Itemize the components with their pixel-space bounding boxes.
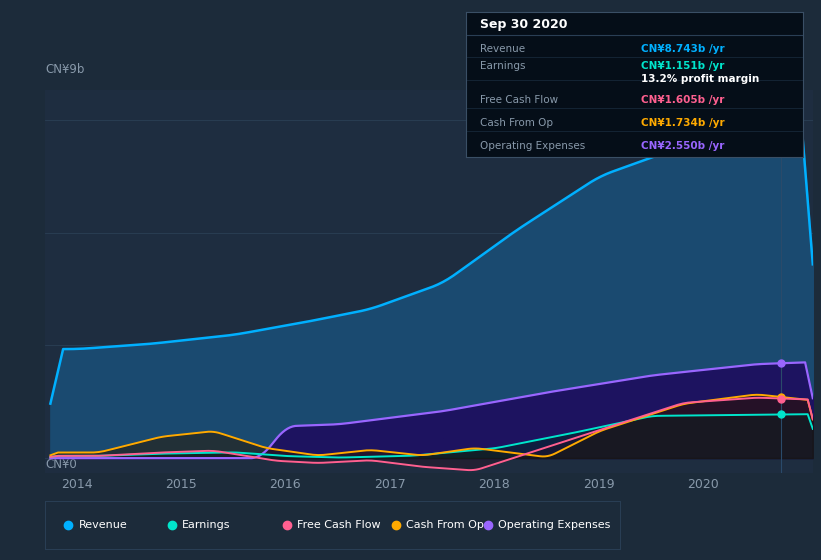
Text: 13.2% profit margin: 13.2% profit margin: [641, 74, 759, 85]
Text: Earnings: Earnings: [182, 520, 231, 530]
Text: Operating Expenses: Operating Expenses: [479, 141, 585, 151]
Text: Revenue: Revenue: [79, 520, 127, 530]
Text: Earnings: Earnings: [479, 62, 525, 72]
Text: CN¥2.550b /yr: CN¥2.550b /yr: [641, 141, 725, 151]
Text: Cash From Op: Cash From Op: [406, 520, 484, 530]
Text: CN¥1.605b /yr: CN¥1.605b /yr: [641, 95, 725, 105]
Text: CN¥9b: CN¥9b: [45, 63, 85, 76]
Text: Free Cash Flow: Free Cash Flow: [297, 520, 380, 530]
Text: Revenue: Revenue: [479, 44, 525, 54]
Text: Operating Expenses: Operating Expenses: [498, 520, 610, 530]
Text: Cash From Op: Cash From Op: [479, 118, 553, 128]
Text: CN¥0: CN¥0: [45, 458, 77, 472]
Text: CN¥8.743b /yr: CN¥8.743b /yr: [641, 44, 725, 54]
Text: Free Cash Flow: Free Cash Flow: [479, 95, 558, 105]
Text: CN¥1.734b /yr: CN¥1.734b /yr: [641, 118, 725, 128]
Text: Sep 30 2020: Sep 30 2020: [479, 18, 567, 31]
Text: CN¥1.151b /yr: CN¥1.151b /yr: [641, 62, 725, 72]
